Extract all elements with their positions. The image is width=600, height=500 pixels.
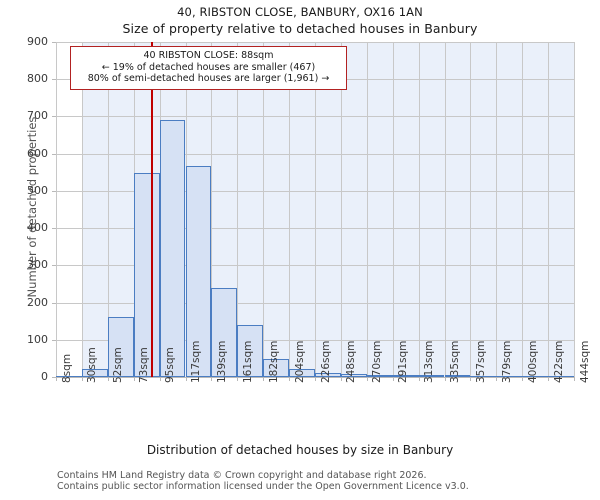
annotation-box: 40 RIBSTON CLOSE: 88sqm ← 19% of detache… bbox=[70, 46, 347, 90]
histogram-bar bbox=[418, 375, 445, 377]
y-tick-label: 0 bbox=[41, 370, 48, 383]
footer-line-2: Contains public sector information licen… bbox=[57, 481, 469, 492]
gridline-horizontal bbox=[56, 116, 574, 118]
x-tick-mark bbox=[574, 377, 575, 381]
gridline-horizontal bbox=[56, 153, 574, 155]
gridline-vertical bbox=[211, 42, 213, 377]
annotation-line-2: ← 19% of detached houses are smaller (46… bbox=[101, 61, 316, 73]
page-title: 40, RIBSTON CLOSE, BANBURY, OX16 1AN bbox=[177, 5, 423, 19]
gridline-vertical bbox=[470, 42, 472, 377]
x-tick-label: 444sqm bbox=[578, 340, 591, 383]
gridline-vertical bbox=[315, 42, 316, 377]
histogram-bar bbox=[185, 165, 212, 377]
gridline-vertical bbox=[392, 42, 394, 377]
x-axis-title: Distribution of detached houses by size … bbox=[146, 443, 454, 457]
gridline-vertical bbox=[56, 42, 57, 377]
x-axis-line bbox=[56, 377, 574, 378]
gridline-vertical bbox=[289, 42, 291, 377]
histogram-bar bbox=[159, 120, 186, 377]
gridline-vertical bbox=[444, 42, 446, 377]
histogram-bar bbox=[548, 376, 574, 377]
footer-line-1: Contains HM Land Registry data © Crown c… bbox=[57, 470, 427, 481]
gridline-vertical bbox=[496, 42, 498, 377]
gridline-vertical bbox=[574, 42, 575, 377]
gridline-vertical bbox=[418, 42, 420, 377]
gridline-horizontal bbox=[56, 265, 574, 267]
histogram-bar bbox=[133, 172, 160, 377]
histogram-bar bbox=[496, 376, 523, 377]
gridline-horizontal bbox=[56, 302, 574, 304]
plot-area bbox=[56, 42, 575, 378]
histogram-bar bbox=[237, 324, 264, 377]
histogram-bar bbox=[522, 376, 549, 377]
gridline-vertical bbox=[107, 42, 109, 377]
footer-attribution: Contains HM Land Registry data © Crown c… bbox=[57, 470, 597, 492]
histogram-bar bbox=[107, 317, 134, 377]
gridline-vertical bbox=[237, 42, 239, 377]
histogram-bar bbox=[263, 358, 290, 377]
gridline-horizontal bbox=[56, 42, 574, 43]
gridline-vertical bbox=[366, 42, 368, 377]
gridline-horizontal bbox=[56, 228, 574, 230]
histogram-bar bbox=[289, 368, 315, 377]
gridline-vertical bbox=[522, 42, 524, 377]
histogram-bar bbox=[392, 375, 419, 377]
histogram-bar bbox=[366, 375, 393, 377]
histogram-bar bbox=[315, 372, 341, 377]
gridline-vertical bbox=[263, 42, 265, 377]
gridline-horizontal bbox=[56, 339, 574, 341]
gridline-vertical bbox=[548, 42, 550, 377]
gridline-horizontal bbox=[56, 190, 574, 192]
chart-title-block: 40, RIBSTON CLOSE, BANBURY, OX16 1AN Siz… bbox=[0, 4, 600, 38]
y-axis-title: Number of detached properties bbox=[25, 116, 39, 298]
histogram-bar bbox=[56, 376, 82, 377]
histogram-bar bbox=[81, 369, 108, 377]
chart-subtitle: Size of property relative to detached ho… bbox=[122, 21, 478, 36]
annotation-line-1: 40 RIBSTON CLOSE: 88sqm bbox=[143, 50, 274, 61]
histogram-bar bbox=[340, 374, 367, 377]
histogram-bar bbox=[211, 287, 238, 377]
annotation-line-3: 80% of semi-detached houses are larger (… bbox=[87, 73, 330, 84]
gridline-vertical bbox=[81, 42, 83, 377]
gridline-vertical bbox=[340, 42, 342, 377]
histogram-bar bbox=[470, 376, 497, 377]
property-size-marker-line bbox=[151, 42, 153, 377]
histogram-bar bbox=[444, 375, 471, 377]
